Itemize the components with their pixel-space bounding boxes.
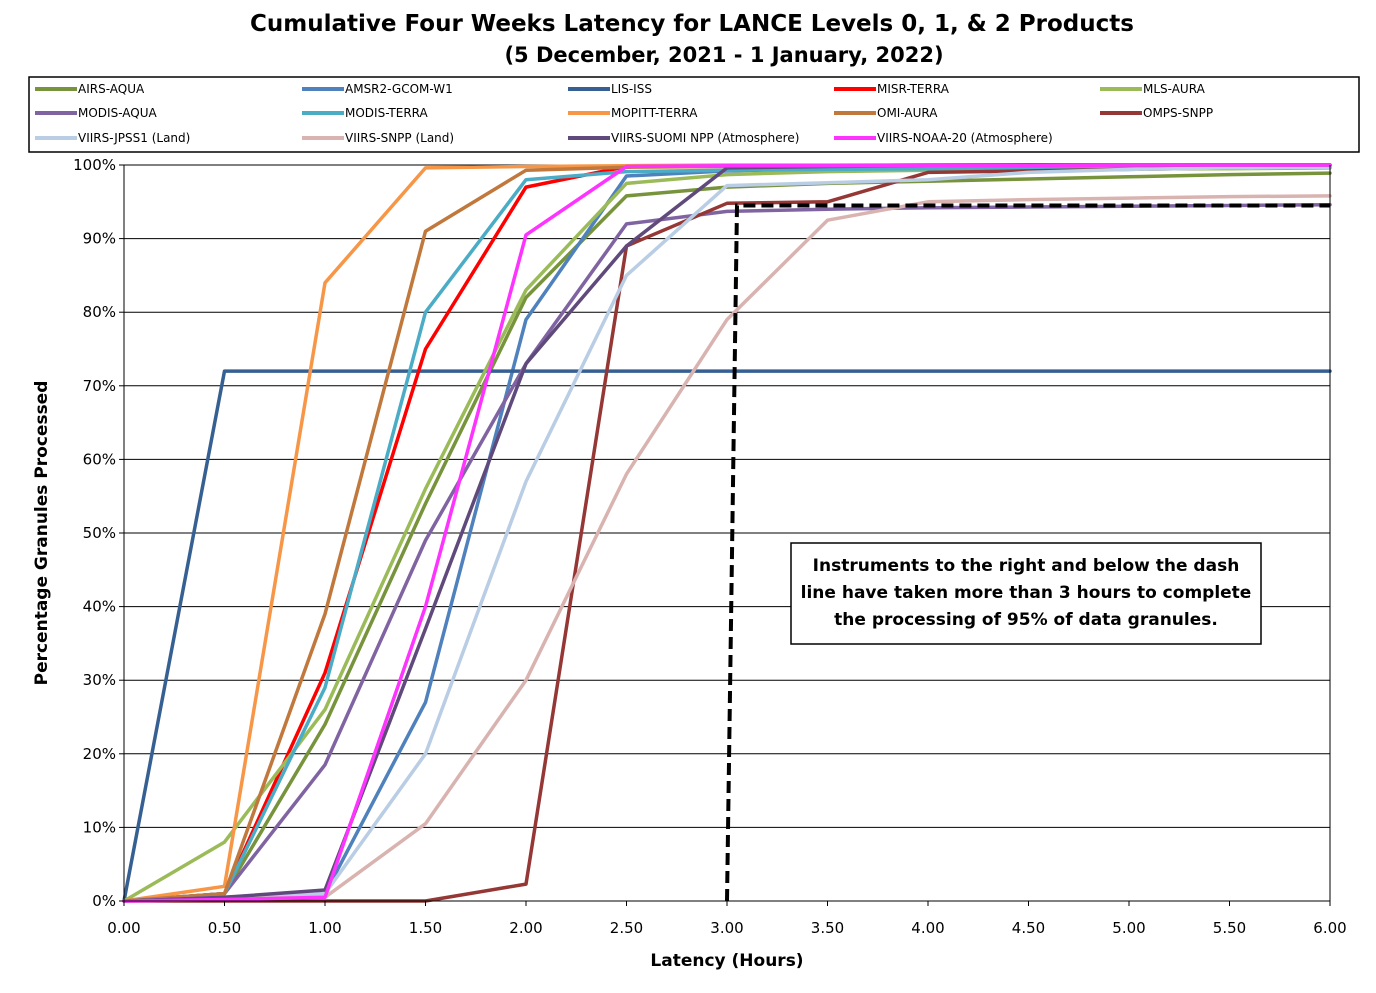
grid: [124, 164, 1330, 828]
x-tick-labels: 0.00 0.50 1.00 1.50 2.00 2.50 3.00 3.50 4.00 4.50…: [107, 901, 1347, 937]
x-tick-label: 2.50: [610, 919, 643, 937]
y-tick-label: 50%: [83, 524, 116, 542]
y-tick-label: 0%: [92, 892, 116, 910]
legend-label: MODIS-AQUA: [78, 106, 157, 120]
legend-label: LIS-ISS: [611, 82, 652, 96]
y-tick-labels: 0% 10% 20% 30% 40% 50% 60% 70% 80% 90% 100%: [73, 156, 124, 910]
annotation-line-2: line have taken more than 3 hours to com…: [801, 583, 1252, 603]
y-axis-label: Percentage Granules Processed: [32, 381, 52, 686]
x-tick-label: 1.00: [308, 919, 341, 937]
x-tick-label: 3.00: [710, 919, 743, 937]
chart-title: Cumulative Four Weeks Latency for LANCE …: [250, 11, 1134, 37]
chart-subtitle: (5 December, 2021 - 1 January, 2022): [504, 43, 943, 67]
annotation-frame: [790, 542, 1262, 645]
legend-label: VIIRS-NOAA-20 (Atmosphere): [877, 131, 1053, 145]
legend-label: MODIS-TERRA: [345, 106, 429, 120]
annotation-line-1: Instruments to the right and below the d…: [813, 556, 1240, 576]
legend-label: MLS-AURA: [1143, 82, 1206, 96]
legend-label: VIIRS-JPSS1 (Land): [78, 131, 190, 145]
threshold-dash-line: [725, 203, 1330, 902]
x-tick-label: 5.50: [1213, 919, 1246, 937]
x-tick-label: 3.50: [811, 919, 844, 937]
x-axis-label: Latency (Hours): [650, 951, 803, 971]
series-line-3: [122, 369, 1332, 903]
x-tick-label: 4.50: [1012, 919, 1045, 937]
threshold-layer: [725, 203, 1330, 902]
legend-label: AMSR2-GCOM-W1: [345, 82, 453, 96]
x-tick-label: 5.00: [1112, 919, 1145, 937]
y-tick-label: 100%: [73, 156, 116, 174]
x-tick-label: 6.00: [1313, 919, 1346, 937]
x-tick-label: 0.50: [208, 919, 241, 937]
y-tick-label: 90%: [83, 230, 116, 248]
y-tick-label: 80%: [83, 303, 116, 321]
x-tick-label: 4.00: [911, 919, 944, 937]
x-tick-label: 0.00: [107, 919, 140, 937]
legend-label: OMPS-SNPP: [1143, 106, 1213, 120]
legend-label: VIIRS-SUOMI NPP (Atmosphere): [611, 131, 799, 145]
legend-label: AIRS-AQUA: [78, 82, 145, 96]
annotation-box: Instruments to the right and below the d…: [790, 542, 1262, 645]
y-tick-label: 70%: [83, 377, 116, 395]
y-tick-label: 10%: [83, 818, 116, 836]
y-tick-label: 30%: [83, 671, 116, 689]
annotation-line-3: the processing of 95% of data granules.: [834, 610, 1218, 630]
y-tick-label: 20%: [83, 745, 116, 763]
legend: AIRS-AQUA AMSR2-GCOM-W1 LIS-ISS MISR-TERRA M…: [28, 76, 1360, 153]
x-tick-label: 1.50: [409, 919, 442, 937]
series-line-14: [122, 163, 1332, 903]
legend-label: MOPITT-TERRA: [611, 106, 698, 120]
series-layer: [122, 163, 1332, 903]
legend-label: VIIRS-SNPP (Land): [345, 131, 454, 145]
legend-label: MISR-TERRA: [877, 82, 950, 96]
x-tick-label: 2.00: [509, 919, 542, 937]
y-tick-label: 60%: [83, 450, 116, 468]
y-tick-label: 40%: [83, 598, 116, 616]
legend-label: OMI-AURA: [877, 106, 938, 120]
